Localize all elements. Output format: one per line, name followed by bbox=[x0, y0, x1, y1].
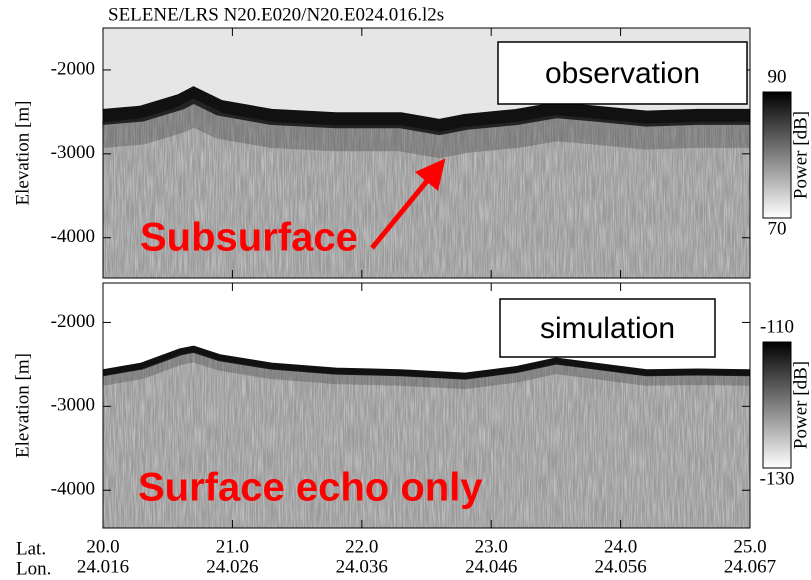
panel-label: simulation bbox=[540, 312, 675, 345]
lon-tick-label: 24.036 bbox=[336, 556, 388, 577]
lon-tick-label: 24.046 bbox=[465, 556, 517, 577]
panel-label-box bbox=[499, 298, 716, 358]
y-tick-label: -4000 bbox=[51, 226, 95, 247]
y-axis-label: Elevation [m] bbox=[12, 101, 33, 206]
colorbar-label: Power [dB] bbox=[790, 361, 811, 449]
surface-echo bbox=[102, 86, 750, 136]
surface-echo bbox=[102, 345, 751, 380]
lon-tick-label: 24.026 bbox=[206, 556, 258, 577]
colorbar-min: 70 bbox=[768, 218, 787, 239]
chart-title: SELENE/LRS N20.E020/N20.E024.016.l2s bbox=[108, 4, 444, 25]
y-tick-label: -4000 bbox=[51, 479, 95, 500]
subsurface-echo bbox=[101, 98, 750, 159]
x-tick-label: 22.0 bbox=[345, 536, 378, 557]
lon-tick-label: 24.056 bbox=[594, 556, 646, 577]
panel-label: observation bbox=[545, 57, 700, 90]
y-axis-label: Elevation [m] bbox=[12, 353, 33, 458]
colorbar-label: Power [dB] bbox=[790, 111, 811, 199]
x-tick-label: 20.0 bbox=[86, 536, 119, 557]
y-tick-label: -2000 bbox=[51, 311, 95, 332]
y-tick-label: -2000 bbox=[51, 58, 95, 79]
y-tick-label: -3000 bbox=[51, 142, 95, 163]
annotation: Subsurface bbox=[140, 216, 358, 260]
x-tick-label: 21.0 bbox=[216, 536, 249, 557]
y-tick-label: -3000 bbox=[51, 395, 95, 416]
annotation-arrow bbox=[370, 158, 446, 250]
x-axis-label-lat: Lat. bbox=[16, 538, 46, 559]
colorbar bbox=[762, 341, 792, 469]
plot-frame bbox=[102, 27, 751, 279]
x-axis-label-lon: Lon. bbox=[16, 558, 51, 579]
x-tick-label: 24.0 bbox=[604, 536, 637, 557]
plot-frame bbox=[102, 282, 751, 529]
x-tick-label: 23.0 bbox=[475, 536, 508, 557]
panel-label-box bbox=[497, 41, 748, 105]
lon-tick-label: 24.016 bbox=[77, 556, 129, 577]
colorbar bbox=[762, 91, 792, 219]
x-tick-label: 25.0 bbox=[733, 536, 766, 557]
colorbar-min: -130 bbox=[760, 468, 795, 489]
annotation: Surface echo only bbox=[138, 466, 483, 510]
colorbar-max: 90 bbox=[768, 66, 787, 87]
subsurface-echo bbox=[102, 352, 751, 390]
lon-tick-label: 24.067 bbox=[724, 556, 776, 577]
colorbar-max: -110 bbox=[760, 316, 794, 337]
